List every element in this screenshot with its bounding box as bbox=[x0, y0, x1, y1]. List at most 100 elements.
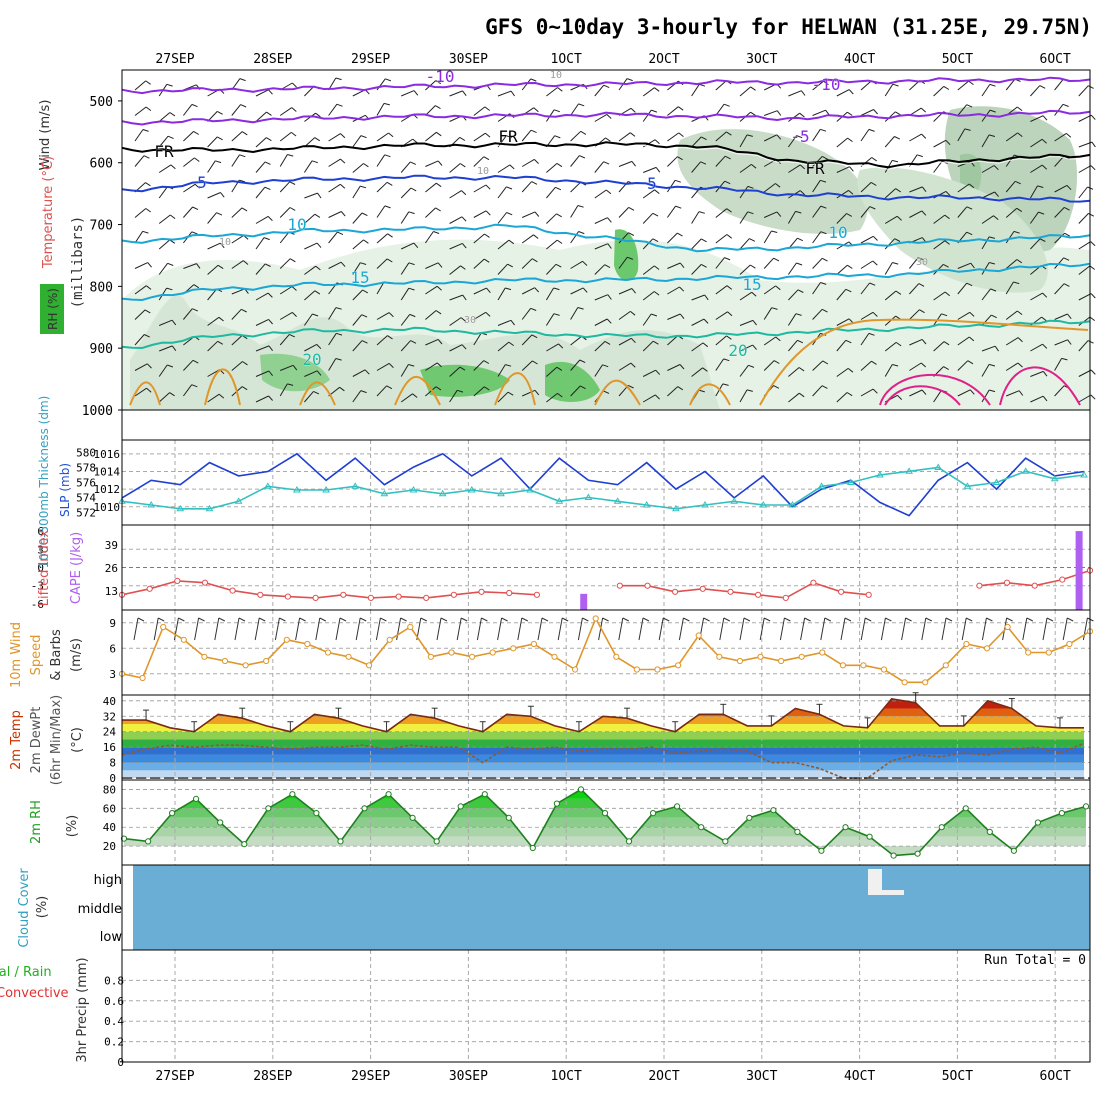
wind-barb-feather bbox=[146, 363, 152, 369]
wind-barb-feather bbox=[988, 363, 996, 367]
wind-speed-point bbox=[242, 662, 249, 669]
wind-barb bbox=[1005, 78, 1016, 91]
wind-barb bbox=[739, 134, 748, 148]
wind-barb bbox=[1054, 283, 1065, 295]
wind-barb bbox=[981, 165, 995, 173]
wind-barb-feather bbox=[724, 257, 731, 261]
wind-barb bbox=[909, 389, 923, 397]
wind-barb-feather bbox=[461, 216, 467, 222]
cloud-ylabels: Cloud Cover (%) bbox=[17, 868, 50, 948]
wind10-barb bbox=[335, 617, 341, 641]
wind-barb-feather bbox=[582, 287, 588, 293]
wind-barb-feather bbox=[145, 80, 151, 85]
wind-barb-feather bbox=[897, 394, 903, 400]
thickness-point bbox=[263, 482, 272, 489]
thickness-point bbox=[1050, 474, 1059, 482]
wind-barb-feather bbox=[388, 312, 394, 318]
wind-barb-feather bbox=[360, 135, 367, 139]
rh2m-point bbox=[529, 844, 536, 852]
slp-ylabels: 1000-500mb Thickness (dm) SLP (mb) bbox=[37, 396, 72, 569]
wind-barb-feather bbox=[603, 390, 610, 394]
wind-barb bbox=[449, 344, 463, 352]
wind-barb-feather bbox=[1039, 85, 1046, 89]
wind-barb-feather bbox=[436, 131, 442, 137]
wind-barb bbox=[497, 391, 509, 403]
wind-barb-feather bbox=[557, 392, 563, 398]
wind10-barb-feather bbox=[380, 617, 387, 622]
wind-speed-point bbox=[386, 636, 393, 643]
wind-barb-feather bbox=[142, 230, 149, 234]
wind-barb bbox=[594, 217, 608, 224]
wind-barb-feather bbox=[436, 362, 442, 368]
wind-barb bbox=[836, 264, 848, 275]
wind-barb bbox=[739, 163, 752, 173]
wind-barb-feather bbox=[773, 257, 780, 262]
wind-barb-feather bbox=[553, 287, 560, 291]
wind-barb bbox=[521, 78, 532, 91]
wind-barb bbox=[134, 262, 148, 269]
wind-barb bbox=[909, 309, 920, 320]
wind-barb-feather bbox=[652, 212, 659, 217]
wind10-barb-feather bbox=[763, 617, 771, 622]
wind-barb-feather bbox=[1087, 340, 1094, 344]
wind10-barb bbox=[678, 617, 684, 641]
cape-bar bbox=[580, 593, 588, 610]
wind-barb-feather bbox=[896, 215, 902, 221]
wind10-barb-feather bbox=[521, 617, 529, 622]
precip-ylabels: Total / Rain Convective 3hr Precip (mm) bbox=[0, 957, 90, 1062]
rh-shading bbox=[857, 167, 1048, 293]
thickness-point bbox=[788, 501, 797, 508]
wind-barb bbox=[497, 186, 507, 199]
wind-barb-feather bbox=[699, 83, 706, 87]
wind-barb-feather bbox=[820, 205, 827, 209]
wind-barb-feather bbox=[607, 243, 612, 249]
wind-barb bbox=[957, 262, 971, 269]
wind10-barb bbox=[800, 617, 806, 641]
wind-barb bbox=[304, 391, 314, 403]
wind-barb-feather bbox=[944, 240, 950, 245]
wind-barb-feather bbox=[553, 109, 560, 113]
wind-barb-feather bbox=[530, 307, 537, 311]
wind-barb bbox=[1078, 369, 1092, 377]
wind10-barb-feather bbox=[258, 617, 266, 622]
lifted-index-point bbox=[506, 589, 513, 597]
wind-barb-feather bbox=[651, 109, 658, 113]
lifted-index-point bbox=[1003, 579, 1011, 586]
wind-barb-feather bbox=[993, 215, 999, 220]
wind-barb-feather bbox=[384, 205, 391, 209]
rh2m-point bbox=[1034, 819, 1042, 826]
wind-barb bbox=[739, 364, 749, 377]
wind-barb-feather bbox=[631, 288, 636, 294]
y-tick-label: 3 bbox=[109, 668, 116, 681]
wind-barb bbox=[1078, 165, 1092, 173]
y-tick-label: 0.4 bbox=[104, 1015, 124, 1028]
wind-barb bbox=[860, 157, 873, 167]
wind-barb-feather bbox=[388, 363, 394, 368]
wind-barb-feather bbox=[361, 340, 368, 344]
wind-barb-feather bbox=[679, 364, 685, 370]
rh2m-point bbox=[601, 810, 609, 817]
wind-barb-feather bbox=[192, 359, 199, 364]
wind-barb-feather bbox=[1088, 212, 1095, 217]
wind10-barb-feather bbox=[743, 617, 751, 622]
wind-barb bbox=[231, 104, 241, 116]
wind-barb bbox=[909, 257, 919, 269]
wind10-barb-feather bbox=[400, 617, 407, 622]
wind-barb bbox=[860, 260, 874, 269]
wind10-barb-feather bbox=[178, 617, 185, 622]
wind-barb bbox=[497, 164, 511, 173]
wind-barb-feather bbox=[698, 389, 705, 393]
wind-barb-feather bbox=[776, 134, 782, 140]
wind-barb bbox=[594, 189, 607, 199]
wind-barb-feather bbox=[462, 243, 467, 249]
wind-barb-feather bbox=[268, 370, 273, 377]
wind-barb bbox=[497, 319, 512, 326]
thickness-point bbox=[642, 501, 651, 508]
wind-barb-feather bbox=[435, 207, 441, 212]
wind-barb-feather bbox=[241, 308, 247, 313]
wind-barb bbox=[957, 311, 971, 320]
wind-barb-feather bbox=[825, 109, 830, 116]
wind-barb bbox=[933, 341, 945, 352]
wind-barb-feather bbox=[606, 114, 612, 119]
y-tick-label: 0.8 bbox=[104, 974, 124, 987]
